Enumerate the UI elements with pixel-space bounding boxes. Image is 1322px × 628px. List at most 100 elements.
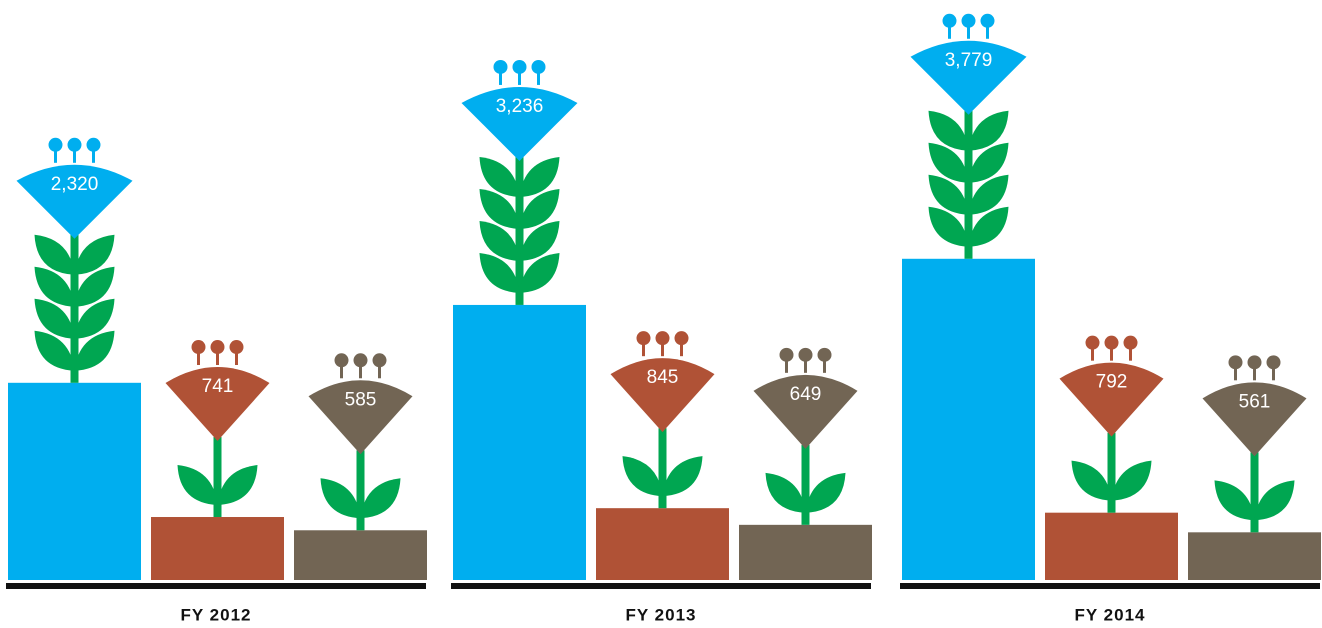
x-tick-label: FY 2013 xyxy=(626,605,697,624)
flower xyxy=(753,374,858,449)
leaf xyxy=(519,252,560,293)
bar xyxy=(739,524,872,580)
stamen-dot xyxy=(512,59,527,74)
leaf xyxy=(34,330,75,371)
leaf xyxy=(519,156,560,197)
value-label: 3,779 xyxy=(945,50,993,71)
flower xyxy=(910,40,1027,115)
leaf xyxy=(479,252,520,293)
plant: 3,236 xyxy=(461,59,578,305)
stamen-dot xyxy=(67,137,82,152)
leaf xyxy=(519,188,560,229)
plant: 2,320 xyxy=(16,137,133,383)
stamen-dot xyxy=(210,340,225,355)
flower xyxy=(610,358,715,433)
leaf xyxy=(34,298,75,339)
stamen-dot xyxy=(980,13,995,28)
stamen-dot xyxy=(48,137,63,152)
stem xyxy=(356,450,365,531)
plant: 845 xyxy=(610,331,715,509)
value-label: 792 xyxy=(1096,372,1128,393)
x-tick-label: FY 2014 xyxy=(1075,605,1146,624)
leaf xyxy=(479,156,520,197)
value-label: 741 xyxy=(202,376,234,397)
leaf xyxy=(968,110,1009,151)
stamen-dot xyxy=(655,331,670,346)
stem xyxy=(658,428,667,509)
plant: 585 xyxy=(308,353,413,531)
leaf xyxy=(968,206,1009,247)
stem xyxy=(213,437,222,518)
stamen-dot xyxy=(1123,335,1138,350)
flower xyxy=(1059,362,1164,437)
x-tick-label: FY 2012 xyxy=(181,605,252,624)
plant: 649 xyxy=(753,347,858,525)
leaf xyxy=(805,472,846,513)
plant: 561 xyxy=(1202,355,1307,533)
leaf xyxy=(74,234,115,275)
stamen-dot xyxy=(779,347,794,362)
stamen-dot xyxy=(1104,335,1119,350)
value-label: 649 xyxy=(790,384,822,405)
stem xyxy=(70,234,79,383)
flower xyxy=(165,367,270,442)
baseline xyxy=(451,583,871,589)
value-label: 845 xyxy=(647,367,679,388)
stamen-dot xyxy=(191,340,206,355)
leaf xyxy=(765,472,806,513)
leaf xyxy=(622,456,663,497)
stamen-dot xyxy=(1247,355,1262,370)
leaf xyxy=(360,478,401,519)
leaf xyxy=(662,456,703,497)
stem xyxy=(801,444,810,525)
stamen-dot xyxy=(961,13,976,28)
baseline xyxy=(900,583,1320,589)
stamen-dot xyxy=(636,331,651,346)
stamen-dot xyxy=(229,340,244,355)
stamen-dot xyxy=(531,59,546,74)
leaf xyxy=(34,266,75,307)
value-label: 585 xyxy=(345,389,377,410)
leaf xyxy=(968,142,1009,183)
stamen-dot xyxy=(798,347,813,362)
bar xyxy=(151,517,284,580)
leaf xyxy=(1254,480,1295,521)
plant: 792 xyxy=(1059,335,1164,513)
leaf xyxy=(928,206,969,247)
stamen-dot xyxy=(817,347,832,362)
stamen-dot xyxy=(674,331,689,346)
leaf xyxy=(74,266,115,307)
leaf xyxy=(519,220,560,261)
bar xyxy=(453,304,586,580)
bar xyxy=(1045,512,1178,580)
leaf xyxy=(74,330,115,371)
leaf xyxy=(479,188,520,229)
leaf xyxy=(1111,460,1152,501)
leaf xyxy=(1214,480,1255,521)
value-label: 3,236 xyxy=(496,96,544,117)
leaf xyxy=(177,465,218,506)
stamen-dot xyxy=(353,353,368,368)
leaf xyxy=(217,465,258,506)
plant: 741 xyxy=(165,340,270,518)
leaf xyxy=(968,174,1009,215)
flower xyxy=(16,164,133,239)
stem xyxy=(964,110,973,259)
stamen-dot xyxy=(86,137,101,152)
leaf xyxy=(1071,460,1112,501)
bar xyxy=(902,258,1035,580)
stamen-dot xyxy=(1085,335,1100,350)
flower xyxy=(461,86,578,161)
plant: 3,779 xyxy=(910,13,1027,259)
stem xyxy=(1107,432,1116,513)
flower xyxy=(1202,382,1307,457)
stamen-dot xyxy=(493,59,508,74)
leaf xyxy=(34,234,75,275)
bar xyxy=(8,382,141,580)
leaf xyxy=(479,220,520,261)
leaf xyxy=(74,298,115,339)
stem xyxy=(515,156,524,305)
leaf xyxy=(928,110,969,151)
bar xyxy=(1188,532,1321,580)
